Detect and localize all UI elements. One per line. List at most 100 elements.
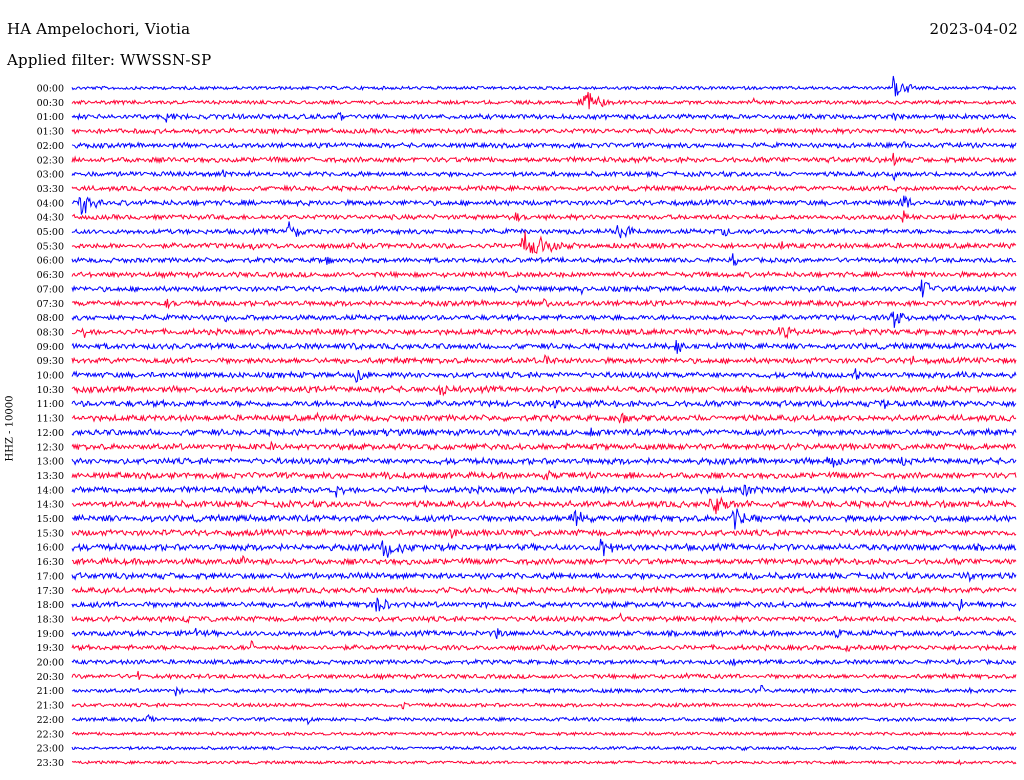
trace-row bbox=[71, 427, 1017, 438]
trace-row bbox=[71, 298, 1017, 310]
trace-row bbox=[71, 713, 1017, 726]
trace-row bbox=[71, 210, 1017, 223]
date-label: 2023-04-02 bbox=[929, 20, 1018, 38]
time-label: 18:30 bbox=[37, 614, 64, 625]
time-label: 09:00 bbox=[37, 342, 64, 353]
time-label: 01:00 bbox=[37, 112, 64, 123]
trace-row bbox=[71, 527, 1017, 539]
time-label: 23:00 bbox=[37, 744, 64, 755]
time-label: 02:30 bbox=[37, 155, 64, 166]
time-label: 04:00 bbox=[37, 198, 64, 209]
trace-row bbox=[71, 554, 1017, 567]
time-label: 15:30 bbox=[37, 528, 64, 539]
time-label: 16:30 bbox=[37, 557, 64, 568]
time-label: 22:30 bbox=[37, 729, 64, 740]
time-label: 11:30 bbox=[37, 414, 64, 425]
trace-row bbox=[71, 353, 1017, 366]
time-label: 20:00 bbox=[37, 658, 64, 669]
time-label: 06:30 bbox=[37, 270, 64, 281]
time-label: 19:00 bbox=[37, 629, 64, 640]
time-label: 21:30 bbox=[37, 701, 64, 712]
trace-row bbox=[71, 745, 1017, 752]
trace-row bbox=[71, 570, 1017, 583]
station-title: HA Ampelochori, Viotia bbox=[7, 20, 191, 38]
time-label: 01:30 bbox=[37, 127, 64, 138]
time-label: 17:30 bbox=[37, 586, 64, 597]
trace-row bbox=[71, 670, 1017, 681]
time-label: 13:30 bbox=[37, 471, 64, 482]
time-label: 09:30 bbox=[37, 356, 64, 367]
trace-row bbox=[71, 685, 1017, 697]
trace-row bbox=[71, 730, 1017, 737]
trace-row bbox=[71, 440, 1017, 453]
time-label: 11:00 bbox=[37, 399, 64, 410]
time-label: 07:30 bbox=[37, 299, 64, 310]
time-label: 21:00 bbox=[37, 686, 64, 697]
time-label: 17:00 bbox=[37, 571, 64, 582]
time-label: 05:00 bbox=[37, 227, 64, 238]
time-label: 14:00 bbox=[37, 485, 64, 496]
time-label: 23:30 bbox=[37, 758, 64, 769]
time-label: 18:00 bbox=[37, 600, 64, 611]
time-label: 12:30 bbox=[37, 442, 64, 453]
time-label: 13:00 bbox=[37, 457, 64, 468]
trace-row bbox=[71, 398, 1017, 409]
trace-row bbox=[71, 91, 1017, 110]
trace-row bbox=[71, 152, 1017, 167]
trace-row bbox=[71, 484, 1017, 498]
trace-row bbox=[71, 640, 1017, 653]
time-label: 03:30 bbox=[37, 184, 64, 195]
trace-row bbox=[71, 411, 1017, 424]
trace-row bbox=[71, 169, 1017, 182]
trace-row bbox=[71, 508, 1017, 530]
trace-row bbox=[71, 184, 1017, 193]
time-label: 02:00 bbox=[37, 141, 64, 152]
trace-row bbox=[71, 231, 1017, 254]
time-label: 04:30 bbox=[37, 213, 64, 224]
trace-row bbox=[71, 612, 1017, 624]
trace-row bbox=[71, 627, 1017, 639]
trace-row bbox=[71, 340, 1017, 354]
trace-row bbox=[71, 657, 1017, 667]
trace-row bbox=[71, 368, 1017, 383]
trace-row bbox=[71, 311, 1017, 328]
trace-row bbox=[71, 269, 1017, 280]
time-label: 10:00 bbox=[37, 371, 64, 382]
trace-row bbox=[71, 221, 1017, 239]
time-label: 03:00 bbox=[37, 170, 64, 181]
time-label: 15:00 bbox=[37, 514, 64, 525]
trace-row bbox=[71, 75, 1017, 97]
trace-row bbox=[71, 326, 1017, 340]
time-label: 05:30 bbox=[37, 241, 64, 252]
trace-row bbox=[71, 279, 1017, 298]
trace-row bbox=[71, 469, 1017, 481]
trace-row bbox=[71, 496, 1017, 515]
trace-row bbox=[71, 126, 1017, 136]
time-label: 19:30 bbox=[37, 643, 64, 654]
time-label: 06:00 bbox=[37, 256, 64, 267]
time-label: 14:30 bbox=[37, 500, 64, 511]
trace-row bbox=[71, 538, 1017, 558]
time-label: 00:30 bbox=[37, 98, 64, 109]
time-label: 10:30 bbox=[37, 385, 64, 396]
trace-row bbox=[71, 758, 1017, 766]
trace-row bbox=[71, 456, 1017, 468]
filter-label: Applied filter: WWSSN-SP bbox=[7, 51, 212, 69]
trace-row bbox=[71, 140, 1017, 150]
trace-row bbox=[71, 701, 1017, 710]
time-label: 08:00 bbox=[37, 313, 64, 324]
trace-row bbox=[71, 195, 1017, 215]
trace-row bbox=[71, 585, 1017, 595]
trace-row bbox=[71, 597, 1017, 612]
time-label: 07:00 bbox=[37, 284, 64, 295]
trace-row bbox=[71, 111, 1016, 123]
time-label: 22:00 bbox=[37, 715, 64, 726]
time-label: 20:30 bbox=[37, 672, 64, 683]
time-label: 12:00 bbox=[37, 428, 64, 439]
time-label: 00:00 bbox=[37, 84, 64, 95]
time-label: 16:00 bbox=[37, 543, 64, 554]
trace-row bbox=[71, 384, 1017, 397]
trace-row bbox=[71, 253, 1017, 267]
time-label: 08:30 bbox=[37, 327, 64, 338]
